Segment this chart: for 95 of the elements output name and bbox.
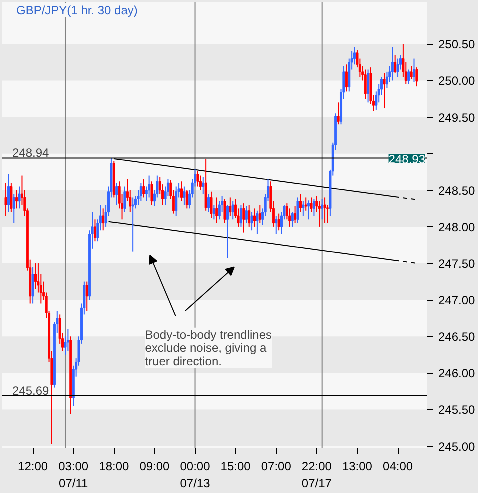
candlestick [150, 181, 154, 206]
candlestick [18, 186, 21, 210]
candlestick [321, 198, 324, 220]
annotation: 248.93 [388, 152, 426, 166]
candlestick [408, 69, 410, 85]
candlestick [216, 197, 218, 224]
y-tick-label: 245.50 [438, 403, 476, 418]
candlestick [364, 69, 367, 100]
candlestick [294, 206, 297, 224]
candlestick [345, 64, 348, 92]
candlestick [212, 204, 216, 220]
y-tick-label: 247.00 [438, 294, 476, 308]
candlestick [7, 174, 10, 213]
candlestick [210, 191, 213, 219]
candlestick [248, 204, 251, 228]
candlestick [232, 200, 234, 220]
candlestick [218, 200, 221, 220]
candlestick [226, 204, 229, 259]
candlestick [229, 197, 232, 216]
candlestick [256, 210, 259, 235]
candlestick [66, 328, 70, 352]
candlestick [302, 200, 305, 216]
candlestick [275, 215, 278, 235]
y-tick-label: 247.50 [438, 257, 476, 272]
candlestick [12, 194, 16, 224]
x-tick-label: 13:00 [342, 460, 373, 474]
x-tick-label: 18:00 [99, 460, 130, 474]
y-tick-label: 250.00 [438, 74, 476, 88]
candlestick [94, 219, 96, 242]
ref-line-label: 248.94 [12, 146, 50, 160]
candlestick [258, 204, 262, 224]
candlestick [142, 178, 146, 198]
x-tick-label: 07:00 [261, 460, 292, 474]
x-tick-label: 09:00 [140, 460, 170, 474]
y-tick-label: 249.50 [438, 110, 476, 125]
candlestick [396, 58, 400, 78]
candlestick [253, 208, 256, 228]
y-tick-label: 246.50 [438, 330, 476, 344]
candlestick [391, 46, 394, 82]
candlestick [86, 281, 88, 312]
candlestick [412, 58, 416, 83]
candlestick [116, 182, 118, 206]
annotation: Body-to-body trendlines exclude noise, giving a truer direction. [145, 328, 272, 368]
x-tick-label: 22:00 07/17 [302, 460, 332, 490]
candlestick [124, 186, 126, 213]
candlestick [102, 208, 105, 232]
candlestick [250, 212, 254, 232]
candlestick [304, 197, 308, 212]
candlestick [337, 102, 340, 126]
candlestick [296, 197, 300, 224]
candlestick [186, 190, 188, 210]
candlestick [308, 200, 310, 220]
candlestick [199, 175, 202, 191]
candlestick [410, 66, 413, 80]
candlestick [196, 170, 200, 188]
candlestick [324, 197, 326, 224]
candlestick [240, 204, 242, 228]
candlestick [132, 197, 134, 252]
candlestick [242, 203, 246, 234]
candlestick [394, 54, 397, 74]
candlestick [416, 67, 418, 88]
x-tick-label: 04:00 [383, 460, 414, 474]
candlestick [367, 69, 370, 104]
candlestick [383, 72, 386, 110]
y-tick-label: 248.50 [438, 184, 476, 198]
candlestick [4, 182, 8, 216]
y-tick-label: 250.50 [438, 38, 476, 52]
x-tick-label: 03:00 07/11 [58, 460, 89, 490]
candlestick [312, 198, 316, 216]
candlestick [148, 175, 151, 198]
candlestick [180, 181, 184, 202]
chart-title: GBP/JPY(1 hr. 30 day) [16, 4, 138, 18]
candlestick [278, 213, 280, 232]
candlestick [34, 263, 38, 290]
x-tick-label: 12:00 [18, 460, 48, 474]
candlestick [140, 182, 142, 202]
candlestick [32, 266, 34, 304]
candlestick [16, 190, 18, 210]
candlestick [299, 194, 302, 213]
y-tick-label: 245.00 [438, 440, 476, 454]
y-tick-label: 246.00 [438, 366, 476, 381]
x-tick-label: 00:00 07/13 [180, 460, 211, 490]
candlestick [202, 176, 205, 195]
candlestick [175, 186, 178, 216]
candlestick [310, 197, 313, 213]
candlestick [291, 212, 294, 228]
candlestick [10, 182, 13, 213]
candlestick [208, 194, 210, 213]
candlestick [183, 186, 186, 206]
x-tick-label: 15:00 [220, 460, 252, 474]
y-tick-label: 248.00 [438, 220, 476, 234]
candlestick [245, 206, 248, 224]
ref-line-label: 245.69 [12, 384, 50, 398]
candlestick [224, 198, 226, 224]
candlestick [318, 200, 321, 228]
